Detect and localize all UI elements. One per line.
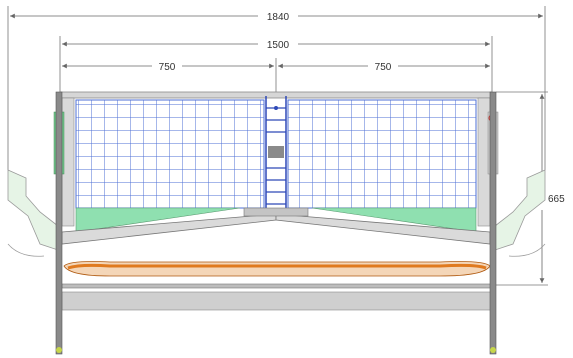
cage-frame	[59, 91, 493, 227]
dimension-halves: 750 750	[62, 58, 490, 96]
dimension-750-right-label: 750	[375, 62, 392, 73]
support-legs	[55, 91, 497, 355]
dimension-1500-label: 1500	[267, 40, 290, 51]
lower-rails	[61, 283, 493, 311]
mesh-panel-left	[75, 99, 265, 209]
dimension-height: 665	[496, 91, 565, 286]
manure-belt	[63, 261, 491, 277]
dimension-665-label: 665	[548, 194, 565, 205]
dimension-overall-width: 1840	[7, 6, 546, 170]
dimension-750-left-label: 750	[159, 62, 176, 73]
left-side-outline	[7, 169, 59, 257]
right-side-outline	[494, 169, 546, 257]
dimension-1840-label: 1840	[267, 12, 290, 23]
dimension-inner-width: 1500	[59, 36, 493, 92]
mesh-panel-right	[287, 99, 477, 209]
ladder-icon	[265, 96, 287, 212]
